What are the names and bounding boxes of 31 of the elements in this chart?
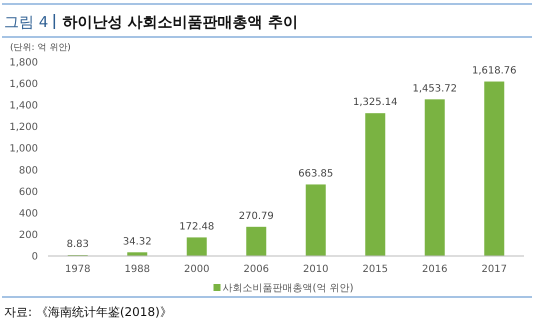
x-tick-label: 1988 (124, 264, 150, 275)
x-tick-label: 2006 (244, 264, 269, 275)
x-tick-label: 2000 (184, 264, 210, 275)
x-tick-label: 2016 (422, 264, 448, 275)
y-tick-label: 0 (32, 252, 38, 262)
data-label: 8.83 (66, 239, 89, 250)
y-tick-label: 1,600 (9, 79, 38, 90)
y-tick-label: 200 (18, 230, 38, 241)
x-tick-label: 2010 (303, 264, 328, 275)
data-label: 1,325.14 (352, 97, 398, 108)
data-label: 663.85 (298, 168, 334, 180)
y-axis-title: (단위: 억 위안) (10, 43, 71, 53)
data-label: 270.79 (238, 210, 274, 222)
chart-title: 하이난성 사회소비품판매총액 추이 (62, 13, 298, 31)
y-tick-label: 800 (18, 165, 38, 176)
x-tick-label: 1978 (65, 264, 90, 275)
text: 자료: 《海南统计年鉴(2018)》 (4, 305, 172, 319)
data-label: 1,453.72 (412, 83, 458, 94)
legend: 사회소비품판매총액(억 위안) (214, 283, 354, 294)
x-tick-label: 2015 (362, 264, 388, 275)
data-label: 34.32 (122, 236, 152, 248)
y-tick-label: 400 (18, 208, 38, 220)
y-tick-label: 1,800 (9, 58, 38, 68)
y-tick-label: 1,400 (9, 100, 38, 112)
data-label: 1,618.76 (472, 66, 517, 77)
y-tick-label: 1,000 (9, 144, 38, 155)
y-tick-label: 1,200 (9, 122, 38, 134)
y-tick-label: 600 (18, 186, 38, 198)
x-tick-label: 2017 (482, 264, 507, 275)
data-label: 172.48 (179, 221, 214, 232)
caption: 그림 4 (4, 13, 48, 31)
